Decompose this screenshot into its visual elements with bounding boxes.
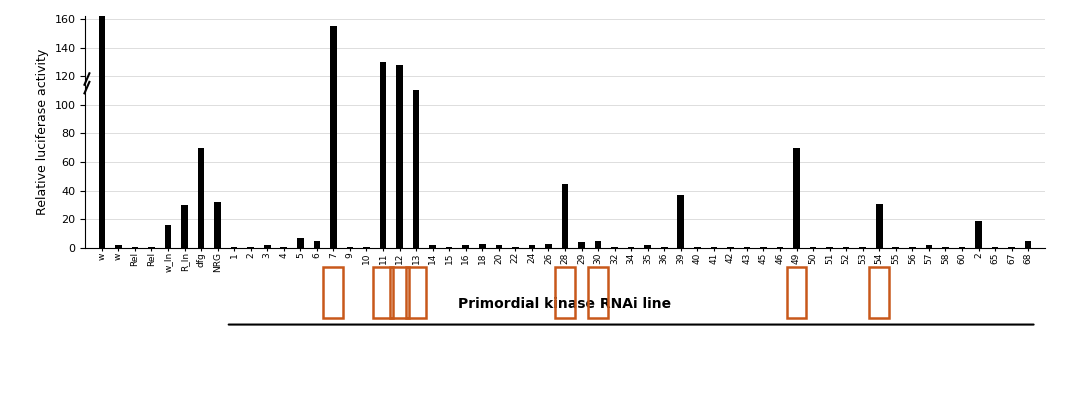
Bar [479, 244, 486, 248]
Bar [595, 241, 601, 248]
Bar [346, 246, 353, 248]
Bar [115, 245, 122, 248]
Bar [843, 246, 850, 248]
Bar [694, 246, 700, 248]
Bar [164, 225, 172, 248]
Bar [925, 245, 932, 248]
Bar [810, 246, 817, 248]
Bar [661, 246, 667, 248]
Bar [545, 244, 552, 248]
Bar [280, 246, 287, 248]
Bar [98, 16, 106, 248]
Bar [760, 246, 766, 248]
Bar [793, 148, 800, 248]
Bar [413, 90, 419, 248]
X-axis label: Primordial kinase RNAi line: Primordial kinase RNAi line [458, 298, 672, 312]
Bar [379, 62, 386, 248]
Bar [364, 246, 370, 248]
Bar [148, 246, 155, 248]
Bar [1008, 246, 1015, 248]
Bar [297, 238, 304, 248]
Bar [644, 245, 651, 248]
Bar [859, 246, 866, 248]
Bar [876, 204, 883, 248]
Bar [744, 246, 750, 248]
Bar [991, 246, 999, 248]
Bar [529, 245, 535, 248]
Bar [131, 246, 139, 248]
Bar [463, 245, 469, 248]
Bar [430, 245, 436, 248]
Bar [727, 246, 733, 248]
Bar [711, 246, 717, 248]
Bar [578, 242, 585, 248]
Bar [264, 245, 271, 248]
Bar [678, 195, 684, 248]
Bar [826, 246, 833, 248]
Bar [777, 246, 784, 248]
Bar [496, 245, 502, 248]
Bar [628, 246, 634, 248]
Bar [892, 246, 899, 248]
Bar [181, 205, 188, 248]
Bar [512, 246, 519, 248]
Bar [1024, 241, 1032, 248]
Bar [958, 246, 966, 248]
Bar [198, 148, 205, 248]
Bar [397, 65, 403, 248]
Bar [313, 241, 320, 248]
Bar [611, 246, 618, 248]
Bar [909, 246, 916, 248]
Bar [247, 246, 254, 248]
Bar [446, 246, 452, 248]
Y-axis label: Relative luciferase activity: Relative luciferase activity [36, 49, 49, 215]
Bar [214, 202, 221, 248]
Bar [562, 184, 568, 248]
Bar [942, 246, 949, 248]
Bar [330, 26, 337, 248]
Bar [231, 246, 238, 248]
Bar [975, 221, 982, 248]
